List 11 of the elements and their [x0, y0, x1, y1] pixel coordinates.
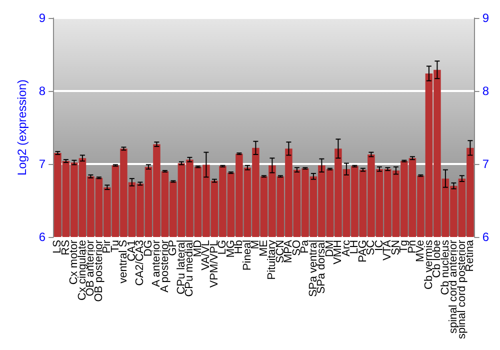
y-tick-label: 9 — [38, 11, 46, 25]
y2-tick-label: 6 — [482, 230, 490, 244]
y2-tick-label: 7 — [482, 156, 490, 171]
y-tick-label: 6 — [38, 230, 46, 244]
y2-tick-label: 8 — [482, 84, 490, 98]
y-tick-label: 8 — [38, 84, 46, 98]
y-axis-title: Log2 (expression) — [15, 79, 29, 176]
y-tick-label: 7 — [38, 156, 46, 171]
x-tick-label: Retina — [464, 239, 476, 272]
x-tick-label: Tg — [398, 240, 410, 253]
y2-tick-label: 9 — [482, 11, 490, 25]
